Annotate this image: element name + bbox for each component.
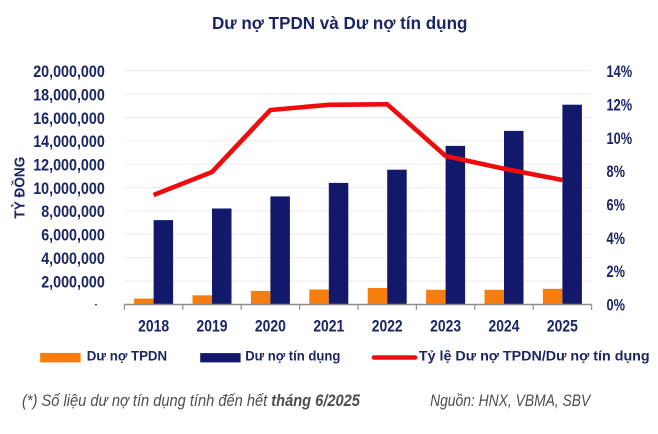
svg-text:Dư nợ TPDN: Dư nợ TPDN: [87, 348, 167, 363]
svg-text:8,000,000: 8,000,000: [41, 203, 105, 221]
svg-text:10%: 10%: [607, 130, 633, 148]
svg-text:TỶ ĐỒNG: TỶ ĐỒNG: [10, 157, 28, 219]
svg-text:2,000,000: 2,000,000: [41, 273, 105, 291]
svg-text:8%: 8%: [607, 164, 625, 182]
svg-text:6,000,000: 6,000,000: [41, 227, 105, 245]
svg-text:Tỷ lệ Dư nợ TPDN/Dư nợ tín dụn: Tỷ lệ Dư nợ TPDN/Dư nợ tín dụng: [419, 348, 650, 364]
svg-text:2023: 2023: [430, 317, 461, 335]
svg-text:14%: 14%: [607, 64, 633, 82]
svg-text:2022: 2022: [372, 317, 403, 335]
svg-text:16,000,000: 16,000,000: [33, 110, 105, 128]
svg-text:14,000,000: 14,000,000: [33, 133, 105, 151]
svg-text:12%: 12%: [607, 97, 633, 115]
svg-text:10,000,000: 10,000,000: [33, 180, 105, 198]
svg-text:Nguồn: HNX, VBMA, SBV: Nguồn: HNX, VBMA, SBV: [430, 392, 592, 411]
svg-text:12,000,000: 12,000,000: [33, 157, 105, 175]
svg-text:18,000,000: 18,000,000: [33, 87, 105, 105]
svg-text:2020: 2020: [255, 317, 286, 335]
svg-text:4%: 4%: [607, 230, 625, 248]
svg-text:20,000,000: 20,000,000: [33, 63, 105, 81]
svg-text:2024: 2024: [489, 317, 520, 335]
svg-text:Dư nợ tín dụng: Dư nợ tín dụng: [245, 348, 340, 363]
svg-text:2021: 2021: [313, 317, 344, 335]
svg-text:(*) Số liệu dư nợ tín dụng tín: (*) Số liệu dư nợ tín dụng tính đến hết …: [22, 392, 360, 410]
svg-text:2%: 2%: [607, 264, 625, 282]
svg-text:0%: 0%: [607, 297, 625, 315]
svg-text:4,000,000: 4,000,000: [41, 250, 105, 268]
svg-text:6%: 6%: [607, 197, 625, 215]
svg-text:2018: 2018: [138, 317, 169, 335]
svg-text:2019: 2019: [197, 317, 228, 335]
svg-text:Dư nợ TPDN và Dư nợ tín dụng: Dư nợ TPDN và Dư nợ tín dụng: [212, 13, 467, 33]
svg-text:2025: 2025: [547, 317, 578, 335]
